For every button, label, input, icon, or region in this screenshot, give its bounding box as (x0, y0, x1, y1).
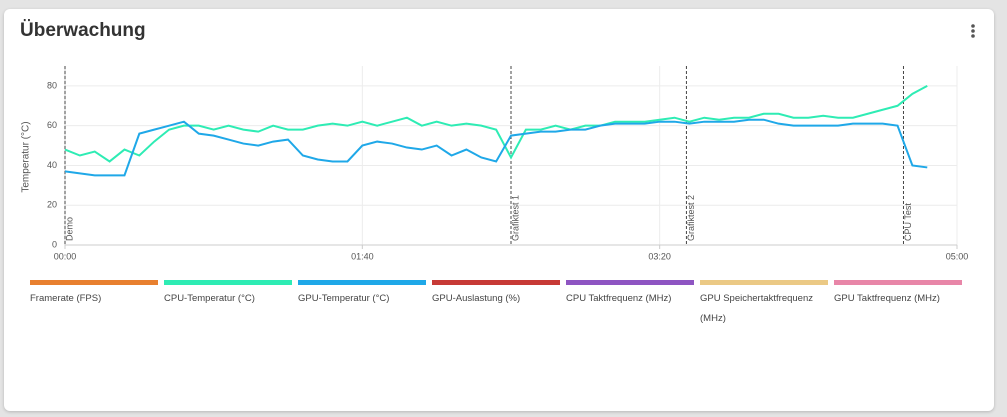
legend-label: CPU Taktfrequenz (MHz) (566, 293, 672, 304)
legend-swatch (164, 280, 292, 285)
legend-item[interactable]: GPU-Auslastung (%) (432, 280, 560, 309)
legend-label: GPU Taktfrequenz (MHz) (834, 293, 940, 304)
y-tick-label: 40 (47, 160, 57, 170)
legend-label: GPU-Auslastung (%) (432, 293, 521, 304)
series-line (64, 118, 928, 177)
x-tick-label: 01:40 (351, 251, 374, 261)
legend-item[interactable]: GPU-Temperatur (°C) (298, 280, 426, 309)
legend-item[interactable]: GPU Speichertaktfrequenz (MHz) (700, 280, 828, 329)
x-tick-label: 03:20 (648, 251, 671, 261)
y-tick-label: 60 (47, 120, 57, 130)
legend-item[interactable]: CPU Taktfrequenz (MHz) (566, 280, 694, 309)
y-tick-label: 20 (47, 200, 57, 210)
legend-item[interactable]: CPU-Temperatur (°C) (164, 280, 292, 309)
legend-item[interactable]: GPU Taktfrequenz (MHz) (834, 280, 962, 309)
legend-item[interactable]: Framerate (FPS) (30, 280, 158, 309)
legend-label: CPU-Temperatur (°C) (164, 293, 255, 304)
y-tick-label: 80 (47, 80, 57, 90)
series-line (64, 85, 928, 163)
legend-swatch (700, 280, 828, 285)
marker-label: Demo (64, 217, 74, 241)
legend-swatch (432, 280, 560, 285)
marker-label: Grafiktest 2 (686, 195, 696, 241)
panel-title: Überwachung (20, 20, 146, 41)
legend-swatch (30, 280, 158, 285)
y-tick-label: 0 (52, 239, 57, 249)
legend-swatch (298, 280, 426, 285)
legend-label: Framerate (FPS) (30, 293, 102, 304)
card: Überwachung Temperatur (°C) 0 20 40 60 80 00:… (4, 9, 994, 411)
x-tick-label: 00:00 (54, 251, 77, 261)
legend-swatch (566, 280, 694, 285)
x-tick-label: 05:00 (946, 251, 969, 261)
marker-label: Grafiktest 1 (510, 195, 520, 241)
legend-swatch (834, 280, 962, 285)
menu-button[interactable] (970, 23, 976, 39)
y-axis-label: Temperatur (°C) (21, 121, 32, 192)
legend-label: GPU Speichertaktfrequenz (MHz) (700, 293, 814, 324)
marker-label: CPU Test (903, 203, 913, 241)
chart: Temperatur (°C) 0 20 40 60 80 00:00 01:40 03:20… (21, 66, 969, 261)
legend-label: GPU-Temperatur (°C) (298, 293, 390, 304)
